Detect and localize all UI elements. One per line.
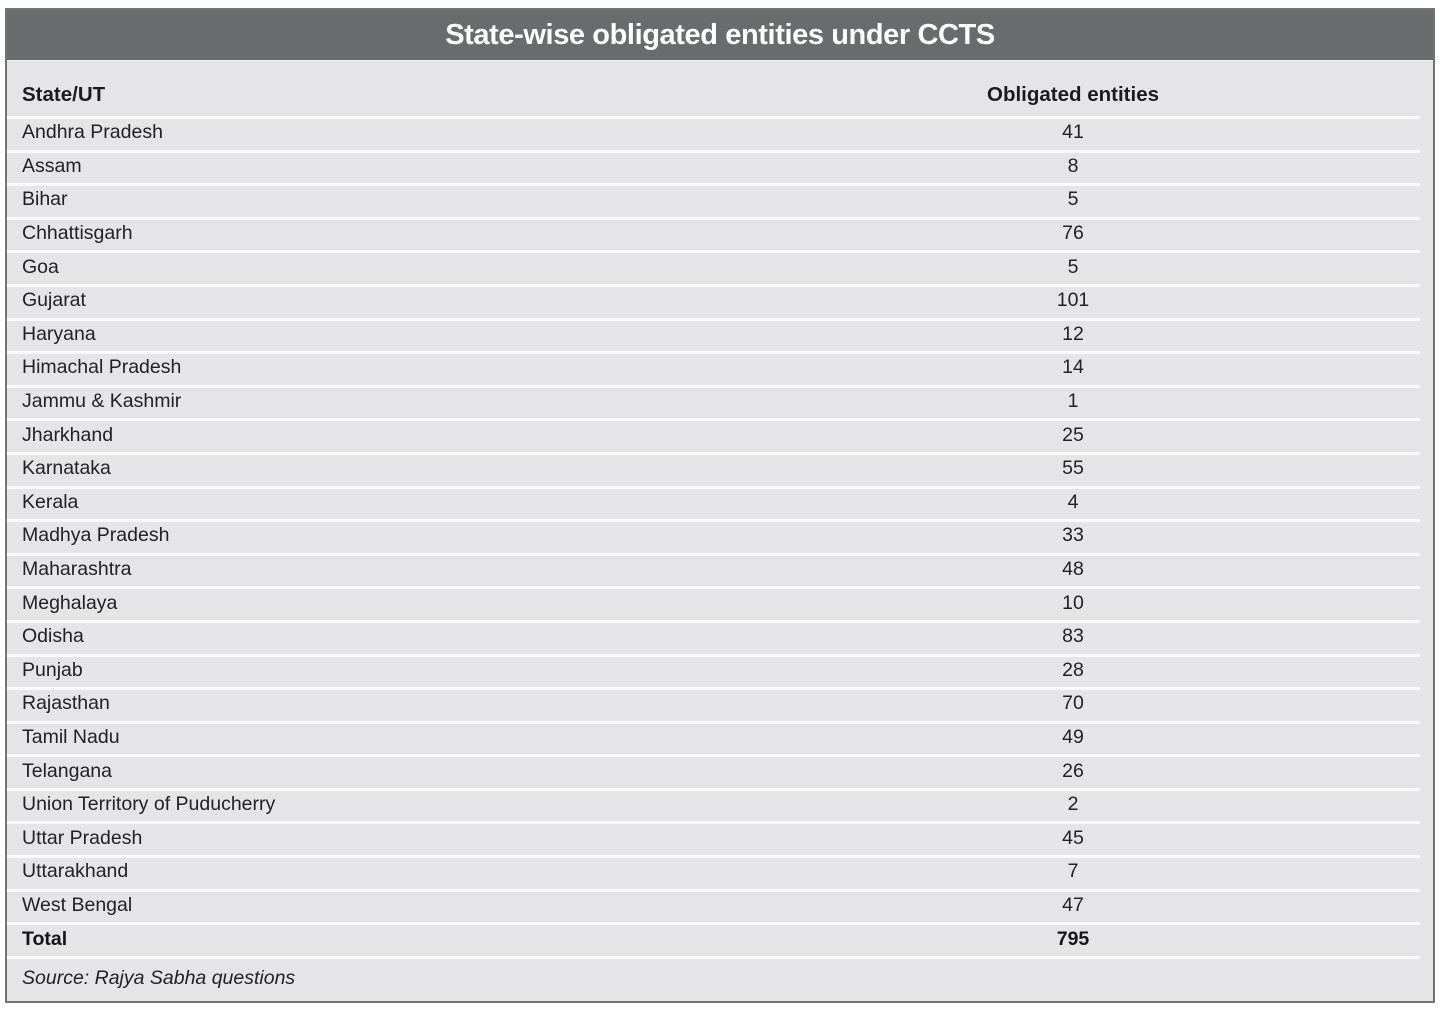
table-body: Andhra Pradesh 41 Assam 8 Bihar 5 Chhattisgarh… [7, 116, 1433, 922]
table-row: Telangana 26 [7, 754, 1433, 788]
column-header-obligated-entities: Obligated entities [987, 83, 1159, 106]
value-cell: 5 [1067, 255, 1079, 278]
value-cell: 12 [1062, 322, 1084, 345]
state-cell: Gujarat [22, 289, 86, 312]
value-cell: 25 [1062, 423, 1084, 446]
table-row: Jharkhand 25 [7, 418, 1433, 452]
table-row: Maharashtra 48 [7, 552, 1433, 587]
value-cell: 47 [1062, 893, 1084, 916]
value-cell: 4 [1067, 490, 1079, 513]
state-cell: Haryana [22, 322, 96, 345]
state-cell: Chhattisgarh [22, 222, 133, 245]
state-cell: Assam [22, 154, 82, 177]
value-cell: 26 [1062, 759, 1084, 782]
value-cell: 8 [1067, 154, 1079, 177]
table-header-row: State/UT Obligated entities [7, 61, 1433, 116]
state-cell: Uttar Pradesh [22, 826, 143, 849]
value-cell: 1 [1067, 390, 1079, 413]
table-row: Chhattisgarh 76 [7, 216, 1433, 251]
table-row: Bihar 5 [7, 183, 1433, 217]
state-cell: Maharashtra [22, 558, 132, 581]
table-row: Jammu & Kashmir 1 [7, 384, 1433, 419]
table-row: Karnataka 55 [7, 451, 1433, 486]
value-cell: 2 [1067, 793, 1079, 816]
table-row: Odisha 83 [7, 619, 1433, 654]
column-header-state: State/UT [22, 83, 106, 106]
value-cell: 7 [1067, 860, 1079, 883]
total-label: Total [22, 927, 68, 950]
value-cell: 49 [1062, 725, 1084, 748]
table-row: Goa 5 [7, 250, 1433, 284]
table-title: State-wise obligated entities under CCTS [7, 10, 1433, 61]
value-cell: 70 [1062, 692, 1084, 715]
table-total-row: Total 795 [7, 922, 1433, 956]
value-cell: 45 [1062, 826, 1084, 849]
table-row: Rajasthan 70 [7, 687, 1433, 721]
value-cell: 28 [1062, 658, 1084, 681]
table-row: Uttarakhand 7 [7, 855, 1433, 889]
state-cell: West Bengal [22, 893, 133, 916]
table-row: Assam 8 [7, 149, 1433, 184]
value-cell: 83 [1062, 625, 1084, 648]
state-cell: Goa [22, 255, 59, 278]
table-row: Union Territory of Puducherry 2 [7, 787, 1433, 822]
table-row: Himachal Pradesh 14 [7, 351, 1433, 385]
table-row: West Bengal 47 [7, 888, 1433, 923]
table-row: Meghalaya 10 [7, 586, 1433, 620]
table-row: Andhra Pradesh 41 [7, 116, 1433, 150]
value-cell: 55 [1062, 457, 1084, 480]
table-row: Kerala 4 [7, 485, 1433, 520]
state-cell: Punjab [22, 658, 83, 681]
ccts-table-card: State-wise obligated entities under CCTS… [5, 8, 1435, 1003]
table-row: Punjab 28 [7, 653, 1433, 688]
value-cell: 41 [1062, 121, 1084, 144]
source-note: Source: Rajya Sabha questions [7, 955, 1433, 1002]
state-cell: Telangana [22, 759, 112, 782]
state-cell: Uttarakhand [22, 860, 129, 883]
state-cell: Kerala [22, 490, 79, 513]
value-cell: 76 [1062, 222, 1084, 245]
state-cell: Tamil Nadu [22, 725, 120, 748]
state-cell: Rajasthan [22, 692, 110, 715]
value-cell: 14 [1062, 356, 1084, 379]
value-cell: 5 [1067, 188, 1079, 211]
table-row: Madhya Pradesh 33 [7, 519, 1433, 553]
total-value: 795 [1056, 927, 1090, 950]
state-cell: Himachal Pradesh [22, 356, 182, 379]
state-cell: Odisha [22, 625, 84, 648]
table-row: Tamil Nadu 49 [7, 720, 1433, 755]
value-cell: 101 [1056, 289, 1090, 312]
value-cell: 48 [1062, 558, 1084, 581]
state-cell: Jharkhand [22, 423, 114, 446]
state-cell: Union Territory of Puducherry [22, 793, 276, 816]
state-cell: Karnataka [22, 457, 111, 480]
table-row: Gujarat 101 [7, 283, 1433, 318]
value-cell: 33 [1062, 524, 1084, 547]
table-row: Uttar Pradesh 45 [7, 821, 1433, 855]
table-row: Haryana 12 [7, 317, 1433, 352]
value-cell: 10 [1062, 591, 1084, 614]
state-cell: Andhra Pradesh [22, 121, 163, 144]
state-cell: Jammu & Kashmir [22, 390, 182, 413]
state-cell: Bihar [22, 188, 68, 211]
state-cell: Meghalaya [22, 591, 118, 614]
state-cell: Madhya Pradesh [22, 524, 170, 547]
